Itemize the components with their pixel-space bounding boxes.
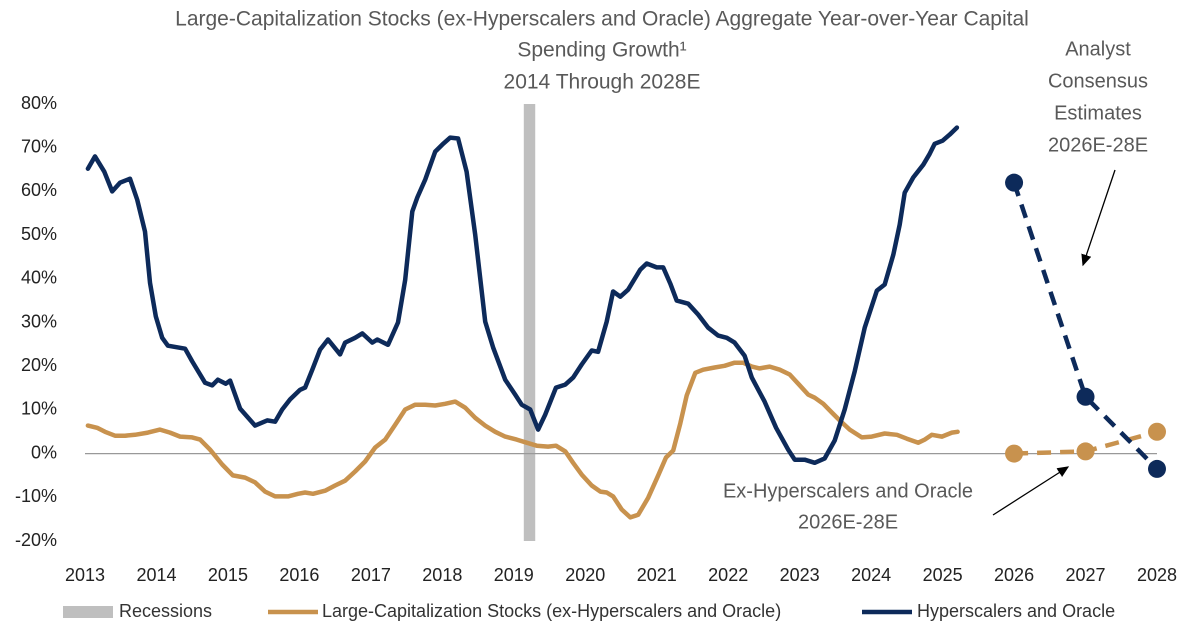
x-tick-label: 2022 <box>708 565 748 585</box>
y-tick-label: 70% <box>21 136 57 156</box>
y-tick-label: 50% <box>21 224 57 244</box>
y-tick-label: 40% <box>21 268 57 288</box>
y-tick-label: 10% <box>21 399 57 419</box>
legend-label: Large-Capitalization Stocks (ex-Hypersca… <box>322 601 781 621</box>
x-tick-label: 2019 <box>494 565 534 585</box>
estimate-marker <box>1076 442 1095 461</box>
series-line <box>85 125 960 466</box>
estimate-line <box>1011 181 1159 471</box>
x-tick-label: 2027 <box>1066 565 1106 585</box>
chart-title: Spending Growth¹ <box>517 39 686 62</box>
y-tick-label: 0% <box>31 442 57 462</box>
x-tick-label: 2015 <box>208 565 248 585</box>
recession-band <box>523 104 536 541</box>
x-tick-label: 2013 <box>65 565 105 585</box>
annotation: Analyst <box>1065 38 1131 60</box>
x-tick-label: 2021 <box>637 565 677 585</box>
x-tick-label: 2024 <box>851 565 891 585</box>
estimate-marker <box>1005 444 1024 463</box>
y-tick-label: 20% <box>21 355 57 375</box>
x-tick-label: 2016 <box>279 565 319 585</box>
y-tick-label: 80% <box>21 93 57 113</box>
annotation: 2026E-28E <box>798 511 898 533</box>
legend-label: Hyperscalers and Oracle <box>917 601 1115 621</box>
y-tick-label: -20% <box>15 530 57 550</box>
series-line <box>85 360 960 520</box>
estimate-marker <box>1005 173 1024 192</box>
x-tick-label: 2014 <box>136 565 176 585</box>
x-tick-label: 2020 <box>565 565 605 585</box>
x-tick-label: 2018 <box>422 565 462 585</box>
annotation-arrow <box>992 466 1070 516</box>
chart-title: Large-Capitalization Stocks (ex-Hypersca… <box>175 8 1029 31</box>
legend-swatch <box>63 606 113 618</box>
x-tick-label: 2028 <box>1137 565 1177 585</box>
x-tick-label: 2025 <box>923 565 963 585</box>
y-tick-label: 60% <box>21 180 57 200</box>
annotation: Ex-Hyperscalers and Oracle <box>723 480 973 502</box>
estimate-marker <box>1148 422 1166 441</box>
annotation: 2026E-28E <box>1048 134 1148 156</box>
legend-label: Recessions <box>119 601 212 621</box>
x-tick-label: 2017 <box>351 565 391 585</box>
estimate-marker <box>1076 387 1095 406</box>
y-tick-label: 30% <box>21 311 57 331</box>
chart-subtitle: 2014 Through 2028E <box>504 71 701 94</box>
x-tick-label: 2026 <box>994 565 1034 585</box>
estimate-marker <box>1148 459 1166 478</box>
x-tick-label: 2023 <box>780 565 820 585</box>
annotation-arrow <box>1081 169 1116 267</box>
y-tick-label: -10% <box>15 486 57 506</box>
annotation: Estimates <box>1054 102 1142 124</box>
annotation: Consensus <box>1048 70 1148 92</box>
